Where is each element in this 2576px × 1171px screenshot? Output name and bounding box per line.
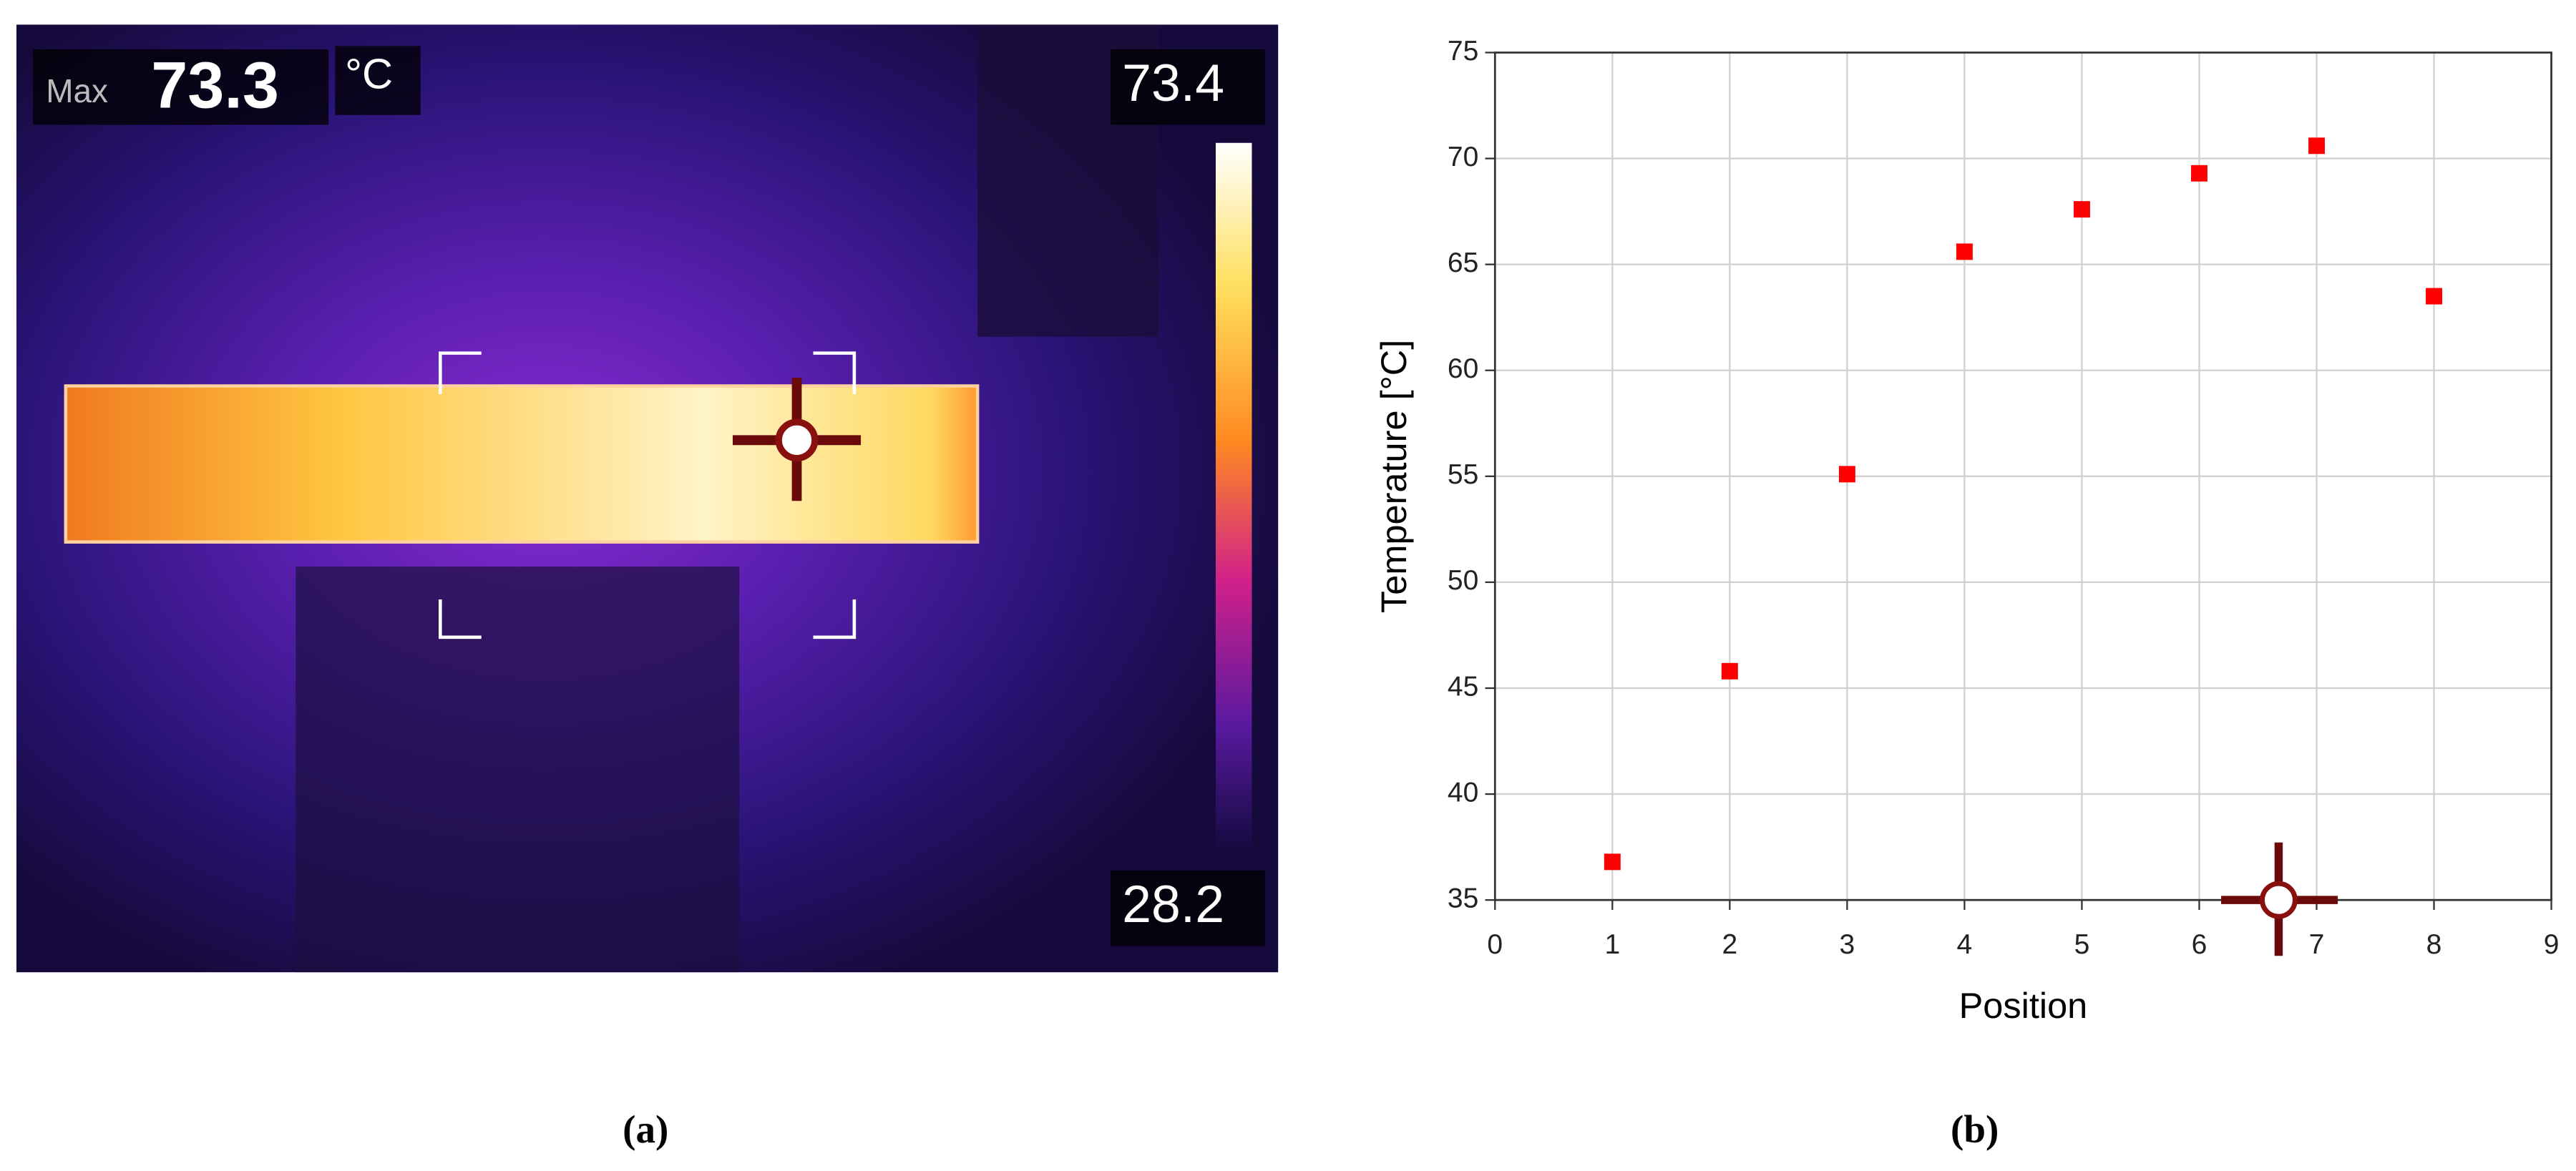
max-value: 73.3 <box>151 49 279 122</box>
data-point <box>1604 853 1621 871</box>
scale-min-box <box>1111 870 1265 946</box>
x-tick-label: 2 <box>1722 929 1737 960</box>
x-tick-label: 1 <box>1604 929 1620 960</box>
caption-b: (b) <box>1951 1107 1999 1151</box>
fixture <box>296 567 740 973</box>
x-tick-label: 8 <box>2426 929 2442 960</box>
scale-min: 28.2 <box>1122 874 1224 934</box>
thermal-image: Max 73.3 °C 73.4 28.2 <box>16 24 1279 973</box>
x-tick-label: 7 <box>2309 929 2325 960</box>
y-tick-label: 35 <box>1448 883 1478 913</box>
crosshair <box>2221 842 2338 956</box>
x-tick-label: 9 <box>2544 929 2560 960</box>
plot-frame <box>1493 52 2552 901</box>
y-tick-label: 40 <box>1448 777 1478 808</box>
x-tick-label: 4 <box>1957 929 1973 960</box>
scale-max: 73.4 <box>1122 53 1224 112</box>
y-axis-label: Temperature [°C] <box>1373 340 1414 613</box>
data-point <box>2190 165 2207 182</box>
y-tick-label: 70 <box>1448 142 1478 172</box>
data-point <box>2426 288 2443 305</box>
scale-max-box <box>1111 49 1265 125</box>
y-tick-label: 55 <box>1448 459 1478 490</box>
unit: °C <box>345 50 393 98</box>
heater-strip <box>64 384 980 544</box>
data-point <box>2073 201 2090 218</box>
y-tick-label: 50 <box>1448 565 1478 596</box>
data-point <box>1721 662 1738 680</box>
crosshair <box>732 378 862 501</box>
max-box <box>32 49 329 125</box>
y-tick-label: 75 <box>1448 36 1478 67</box>
y-tick-label: 65 <box>1448 248 1478 278</box>
x-axis-label: Position <box>1959 985 2088 1026</box>
x-tick-label: 5 <box>2074 929 2090 960</box>
data-point <box>1956 243 1973 260</box>
y-tick-label: 45 <box>1448 671 1478 702</box>
focus-brackets <box>439 351 857 640</box>
caption-a: (a) <box>623 1107 668 1151</box>
x-tick-label: 3 <box>1840 929 1855 960</box>
x-tick-label: 0 <box>1487 929 1503 960</box>
data-point <box>2308 137 2325 155</box>
max-label: Max <box>46 72 108 109</box>
unit-box <box>335 46 421 115</box>
crosshair-ring <box>2260 881 2298 919</box>
color-bar <box>1215 142 1252 851</box>
x-tick-label: 6 <box>2192 929 2207 960</box>
y-tick-label: 60 <box>1448 353 1478 384</box>
data-point <box>1838 466 1855 483</box>
